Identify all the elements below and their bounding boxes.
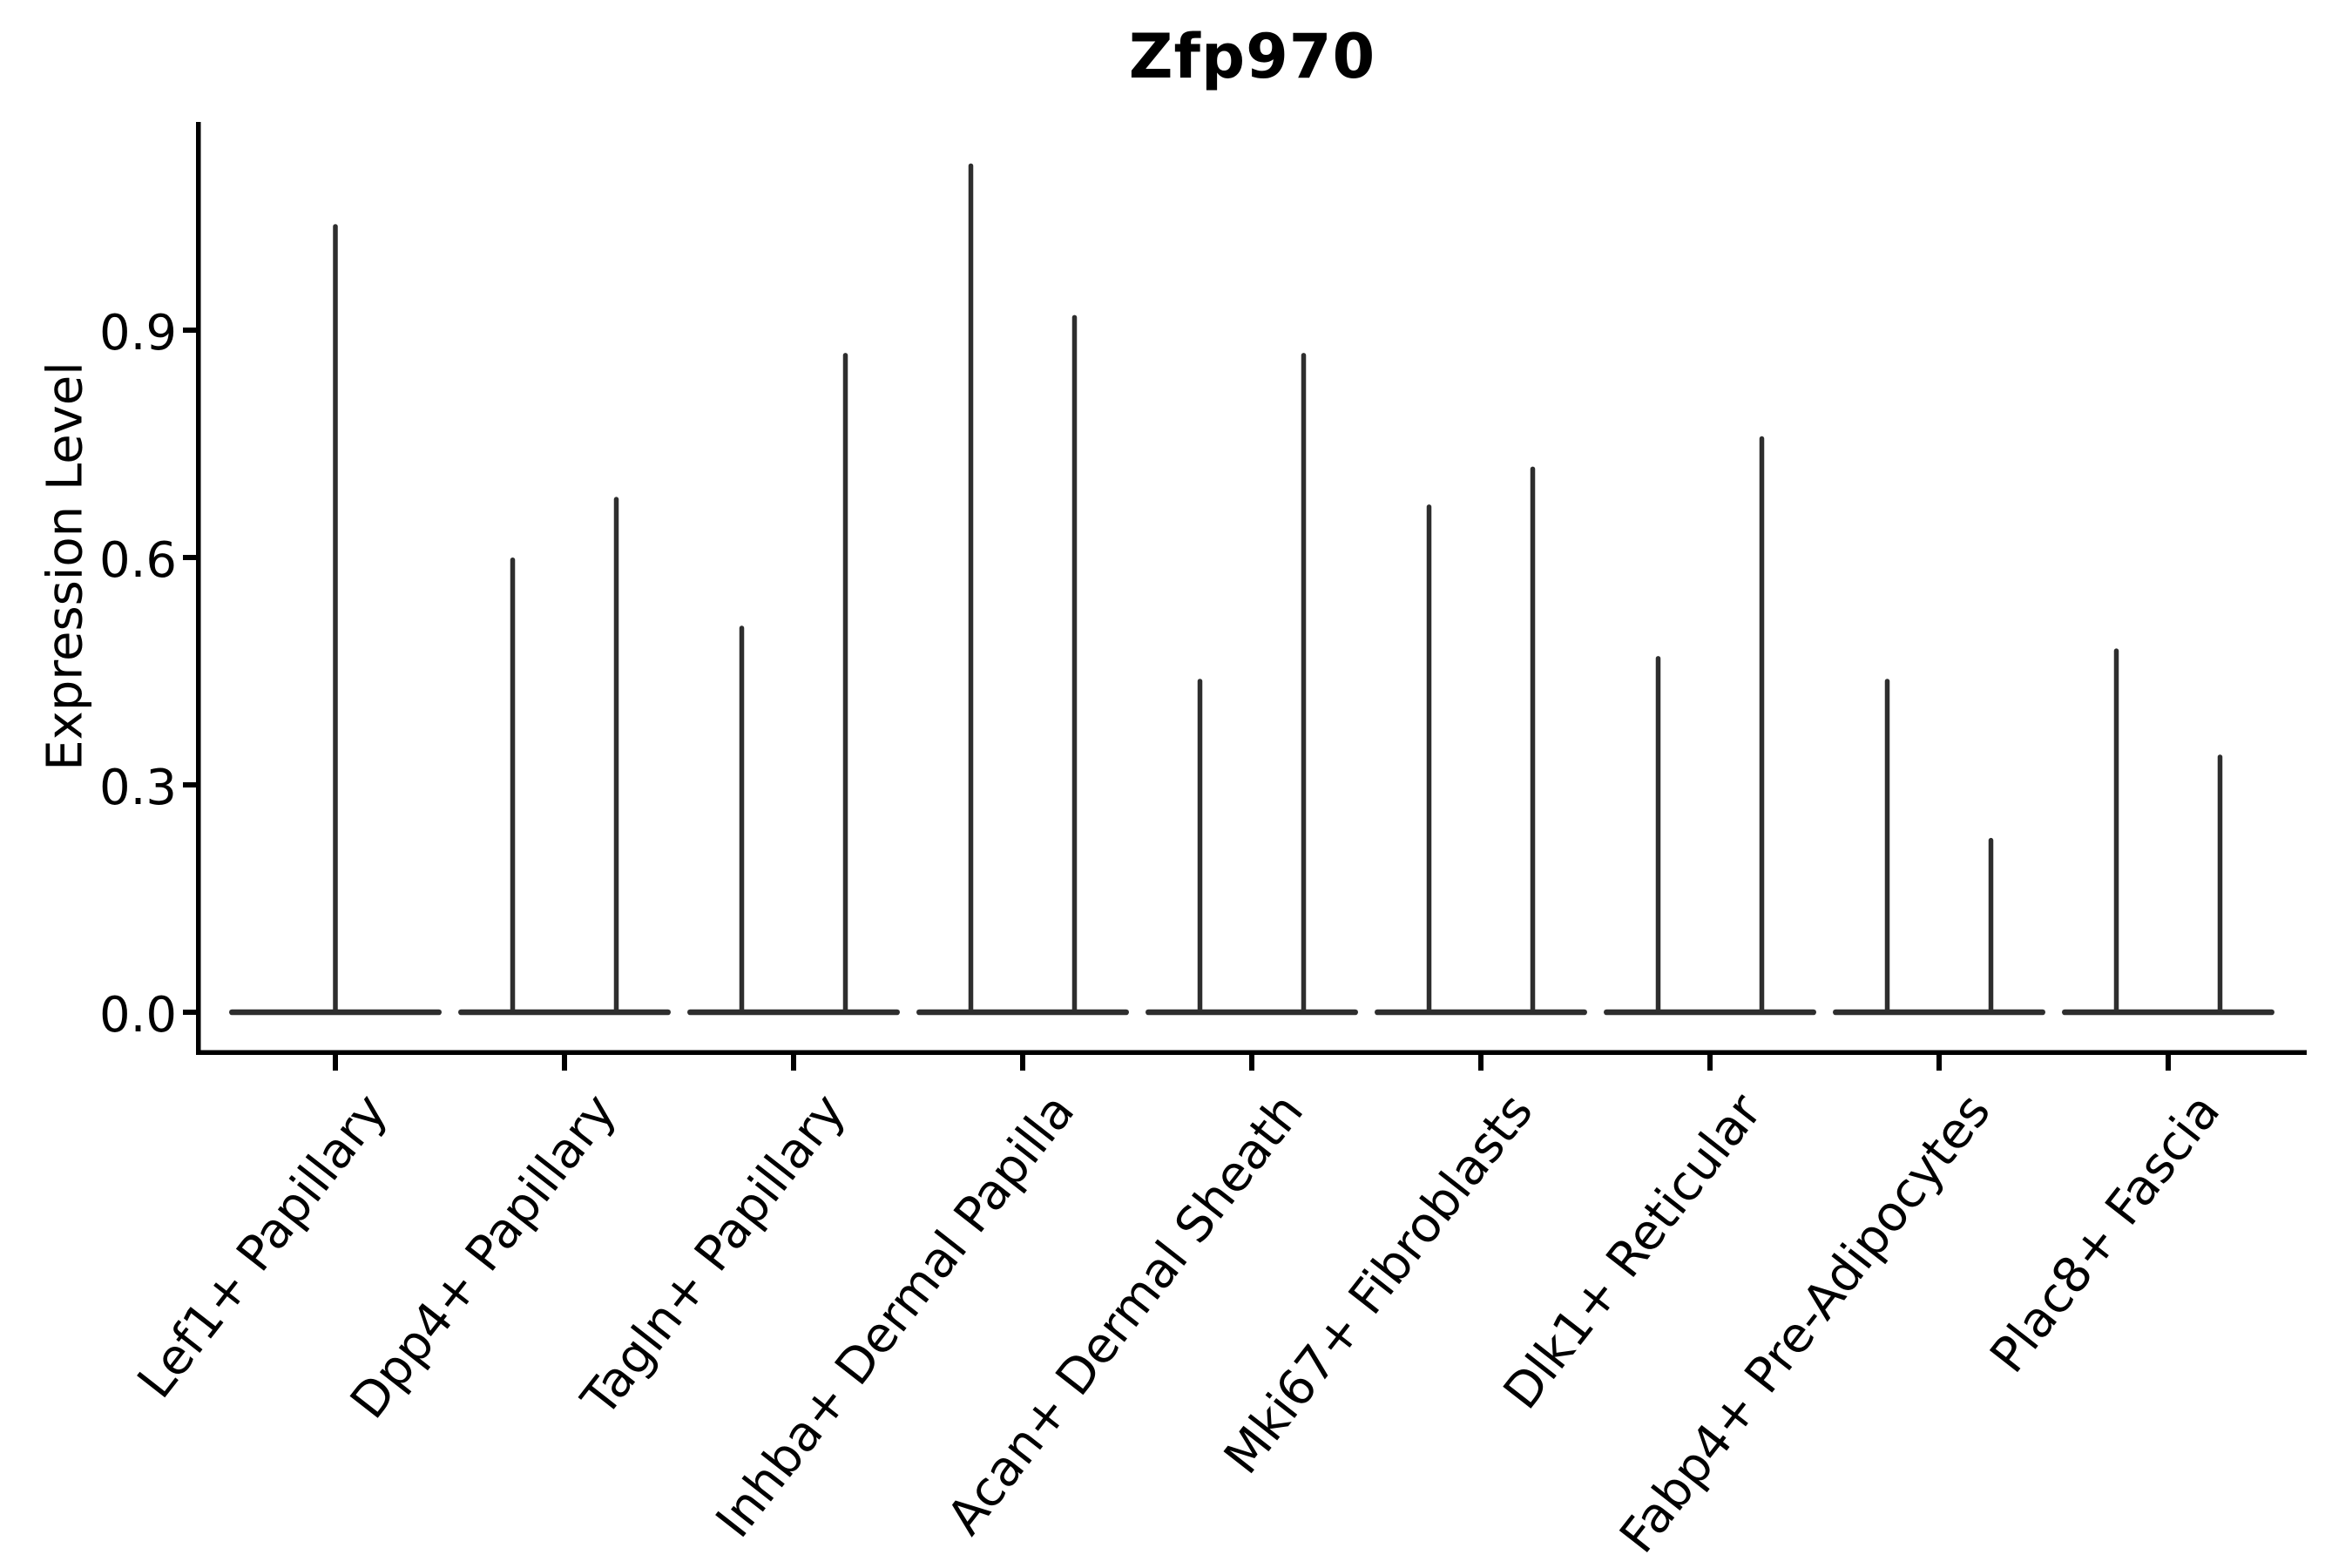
y-tick-mark bbox=[183, 328, 196, 333]
y-tick-mark bbox=[183, 1010, 196, 1015]
violin-spike bbox=[739, 625, 745, 1012]
bottom-spine bbox=[196, 1050, 2307, 1055]
violin-spike bbox=[613, 497, 619, 1012]
y-tick-label: 0.3 bbox=[98, 760, 177, 816]
x-tick-mark bbox=[1936, 1055, 1942, 1071]
violin-spike bbox=[2113, 648, 2119, 1012]
violin-spike bbox=[1988, 837, 1994, 1012]
violin-baseline bbox=[2062, 1009, 2274, 1016]
violin-spike bbox=[1301, 353, 1307, 1013]
y-tick-label: 0.9 bbox=[98, 305, 177, 362]
violin-spike bbox=[1655, 656, 1661, 1012]
x-tick-mark bbox=[791, 1055, 796, 1071]
violin-spike bbox=[2217, 754, 2223, 1012]
violin-baseline bbox=[916, 1009, 1129, 1016]
left-spine bbox=[196, 122, 201, 1055]
violin-spike bbox=[968, 163, 974, 1013]
violin-baseline bbox=[1146, 1009, 1358, 1016]
x-tick-mark bbox=[1478, 1055, 1484, 1071]
violin-spike bbox=[510, 558, 516, 1012]
x-tick-mark bbox=[2166, 1055, 2171, 1071]
violin-spike bbox=[1426, 504, 1432, 1012]
violin-baseline bbox=[1375, 1009, 1587, 1016]
chart-title: Zfp970 bbox=[1128, 21, 1376, 92]
violin-baseline bbox=[1833, 1009, 2045, 1016]
x-tick-mark bbox=[1249, 1055, 1254, 1071]
y-tick-label: 0.0 bbox=[98, 987, 177, 1044]
violin-baseline bbox=[687, 1009, 900, 1016]
violin-spike bbox=[842, 353, 848, 1013]
violin-spike bbox=[1884, 679, 1890, 1012]
y-tick-label: 0.6 bbox=[98, 532, 177, 589]
y-tick-mark bbox=[183, 555, 196, 560]
violin-spike bbox=[333, 224, 338, 1012]
x-tick-mark bbox=[1707, 1055, 1713, 1071]
x-tick-mark bbox=[1020, 1055, 1025, 1071]
violin-spike bbox=[1530, 466, 1536, 1012]
violin-spike bbox=[1071, 314, 1078, 1013]
y-tick-mark bbox=[183, 782, 196, 787]
x-tick-mark bbox=[562, 1055, 567, 1071]
x-tick-mark bbox=[333, 1055, 338, 1071]
violin-spike bbox=[1197, 679, 1203, 1012]
violin-spike bbox=[1759, 436, 1765, 1012]
violin-baseline bbox=[1604, 1009, 1816, 1016]
violin-baseline bbox=[458, 1009, 671, 1016]
